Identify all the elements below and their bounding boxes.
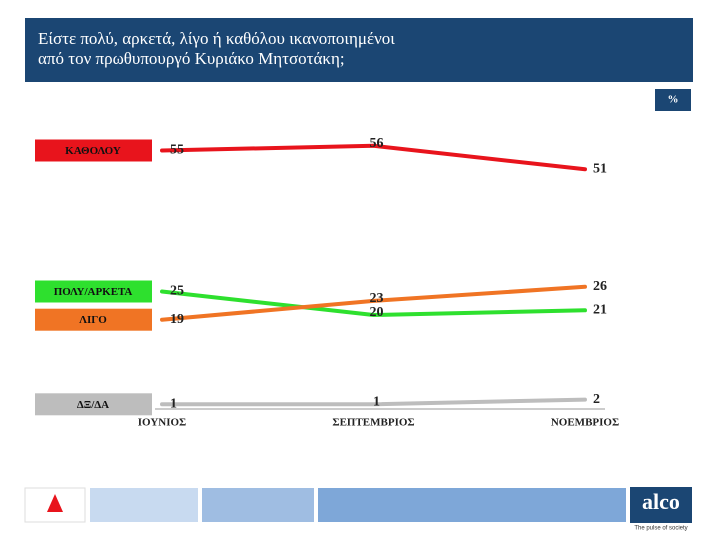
value-label: 56 [370, 136, 384, 151]
legend-box [35, 308, 152, 331]
x-tick-label: ΣΕΠΤΕΜΒΡΙΟΣ [332, 417, 414, 429]
legend-label: ΠΟΛΥ/ΑΡΚΕΤΑ [54, 286, 133, 298]
series-line [160, 143, 587, 172]
legend-box [35, 393, 152, 416]
footer-brand-box [630, 487, 692, 523]
value-label: 51 [593, 162, 607, 177]
series-line [160, 284, 587, 322]
title-line: από τον πρωθυπουργό Κυριάκο Μητσοτάκη; [38, 49, 345, 68]
legend-label: ΔΞ/ΔΑ [77, 399, 109, 411]
unit-badge [655, 89, 691, 111]
legend-label: ΚΑΘΟΛΟΥ [65, 145, 121, 157]
legend-label: ΛΙΓΟ [79, 314, 107, 326]
value-label: 1 [170, 397, 177, 412]
unit-badge-text: % [668, 94, 679, 106]
value-label: 21 [593, 303, 607, 318]
footer: alco The pulse of society [24, 487, 692, 532]
value-label: 1 [373, 395, 380, 410]
value-label: 23 [370, 291, 384, 306]
series-line [160, 397, 587, 407]
value-label: 19 [170, 312, 184, 327]
x-tick-label: ΙΟΥΝΙΟΣ [138, 417, 186, 429]
legend-box [35, 139, 152, 162]
value-label: 2 [593, 392, 600, 407]
x-tick-label: ΝΟΕΜΒΡΙΟΣ [551, 417, 619, 429]
legend-box [35, 280, 152, 303]
footer-bar [318, 488, 626, 522]
series-line [160, 289, 587, 318]
value-label: 55 [170, 143, 184, 158]
value-label: 25 [170, 284, 184, 299]
header-band [25, 18, 693, 82]
brand-logo: alco [642, 489, 680, 514]
value-label: 20 [370, 305, 384, 320]
footer-bar [90, 488, 198, 522]
title-line: Είστε πολύ, αρκετά, λίγο ή καθόλου ικανο… [38, 29, 395, 48]
footer-bar [202, 488, 314, 522]
footer-icon [47, 494, 63, 512]
brand-tagline: The pulse of society [634, 526, 687, 532]
value-label: 26 [593, 279, 607, 294]
